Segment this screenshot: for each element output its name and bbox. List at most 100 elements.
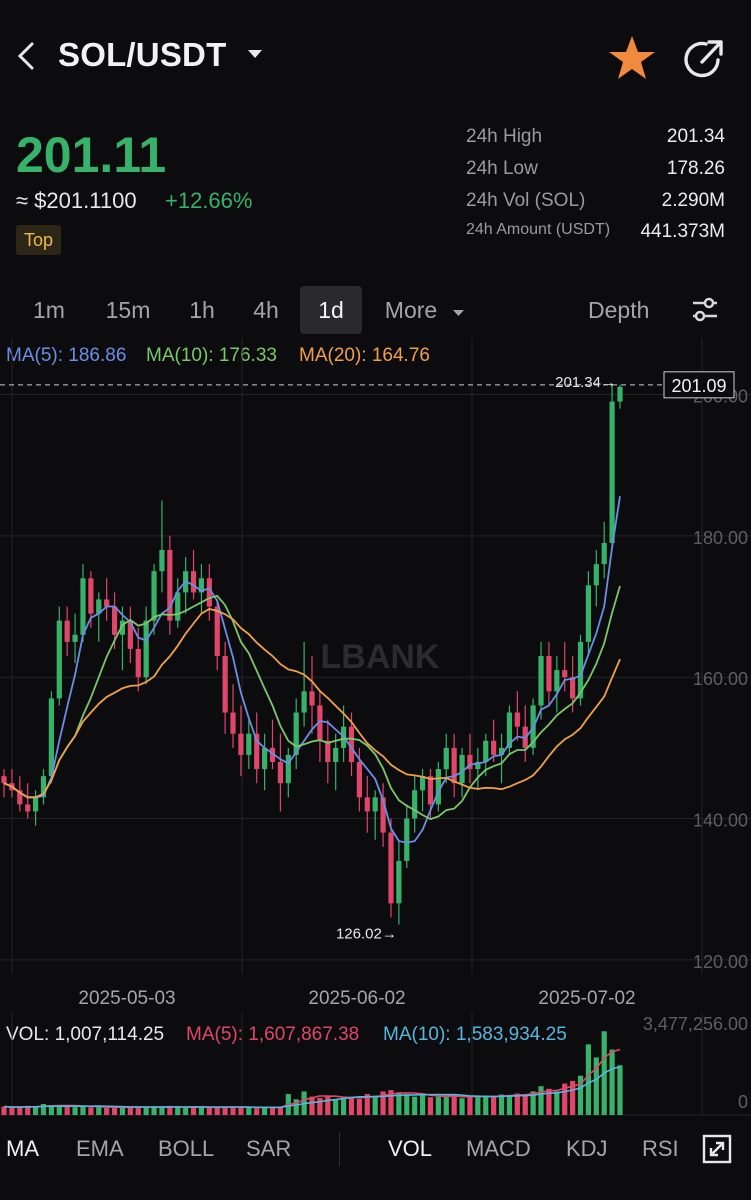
volume-bar [119,1107,126,1115]
tab-more[interactable]: More [384,297,438,323]
x-tick-label: 2025-07-02 [538,988,635,1009]
volume-bar [230,1106,236,1115]
indicator-sar[interactable]: SAR [246,1136,292,1161]
candle [190,550,197,600]
indicator-macd[interactable]: MACD [466,1136,531,1161]
ma-line-5 [3,496,621,844]
volume-bar [585,1044,592,1115]
share-icon [684,40,723,78]
chevron-left-icon [17,42,34,70]
volume-bar [238,1107,244,1115]
candle [333,733,339,791]
candle [475,747,481,791]
volume-bar [396,1092,402,1115]
ma-line-20 [3,608,621,799]
candle [25,783,31,819]
candle [467,733,473,784]
more-dropdown[interactable] [452,305,465,316]
vol-legend-value: VOL: 1,007,114.25 [6,1024,165,1045]
volume-bar [159,1106,165,1115]
candle [48,691,54,784]
tab-1m[interactable]: 1m [33,297,65,323]
indicator-ma[interactable]: MA [6,1136,39,1161]
indicator-boll[interactable]: BOLL [158,1136,215,1161]
favorite-button[interactable] [606,34,658,82]
back-button[interactable] [12,36,42,76]
pair-title[interactable]: SOL/USDT [58,36,227,73]
tab-depth[interactable]: Depth [588,297,650,323]
candle [269,719,276,770]
candle [40,769,47,805]
fullscreen-button[interactable] [702,1134,732,1164]
volume-bar [506,1095,513,1115]
candle [167,535,173,635]
watermark: LBANK [321,638,440,676]
high-marker: 201.34→ [555,374,616,391]
indicator-vol[interactable]: VOL [388,1136,433,1161]
tab-15m[interactable]: 15m [105,297,151,323]
volume-bar [427,1097,434,1115]
volume-bar [17,1107,23,1115]
candle [522,705,528,762]
vol-legend-ma10: MA(10): 1,583,934.25 [383,1024,567,1045]
volume-bar [514,1093,520,1115]
tab-4h[interactable]: 4h [253,297,279,323]
candle [17,776,23,812]
candle [293,698,299,770]
pair-dropdown[interactable] [246,47,264,61]
candle [246,719,252,770]
candle [64,606,70,656]
candle [443,733,449,784]
top-badge: Top [16,225,62,255]
stat-value-amount: 441.373M [640,221,725,242]
candle [388,818,394,918]
caret-down-icon [453,310,464,316]
volume-bar [1,1106,7,1115]
volume-bar [380,1091,386,1115]
divider [339,1132,340,1166]
candle [230,684,236,748]
legend-ma20: MA(20): 164.76 [299,345,430,366]
volume-bar [246,1107,252,1115]
volume-bar [56,1106,62,1115]
chart-settings-button[interactable] [690,296,720,324]
stat-label-amount: 24h Amount (USDT) [466,221,611,238]
candle [309,656,315,734]
volume-bar [40,1104,47,1115]
candle [538,641,544,720]
volume-bar [183,1107,189,1115]
volume-bar [190,1106,197,1115]
tab-1h[interactable]: 1h [189,297,215,323]
volume-bar [554,1091,560,1115]
volume-bar [309,1096,315,1115]
volume-bar [475,1096,481,1115]
volume-bar [562,1083,568,1115]
candle [585,571,592,656]
last-price-box [663,371,735,399]
volume-bar [293,1099,299,1115]
volume-bar [609,1049,615,1115]
volume-bar [546,1088,552,1115]
volume-bar [25,1105,31,1115]
candlestick-chart[interactable]: 200.00180.00160.00140.00120.00LBANK201.0… [0,338,751,1018]
indicator-rsi[interactable]: RSI [642,1136,679,1161]
volume-bar [356,1098,362,1115]
candle [151,564,157,635]
stat-label-low: 24h Low [466,158,538,179]
vol-ma-line-10 [3,1066,621,1109]
volume-bar [151,1107,157,1115]
volume-bar [593,1057,599,1115]
candle [222,641,228,734]
candle [498,733,505,784]
tab-1d[interactable]: 1d [300,286,362,334]
volume-bar [483,1095,489,1115]
volume-bar [254,1108,260,1115]
candle [119,606,126,671]
candle [104,578,110,621]
volume-bar [72,1107,78,1115]
volume-bar [167,1105,173,1115]
share-button[interactable] [680,34,728,82]
indicator-kdj[interactable]: KDJ [566,1136,608,1161]
volume-chart[interactable]: 3,477,256.00 0 [0,1012,751,1120]
indicator-ema[interactable]: EMA [76,1136,124,1161]
